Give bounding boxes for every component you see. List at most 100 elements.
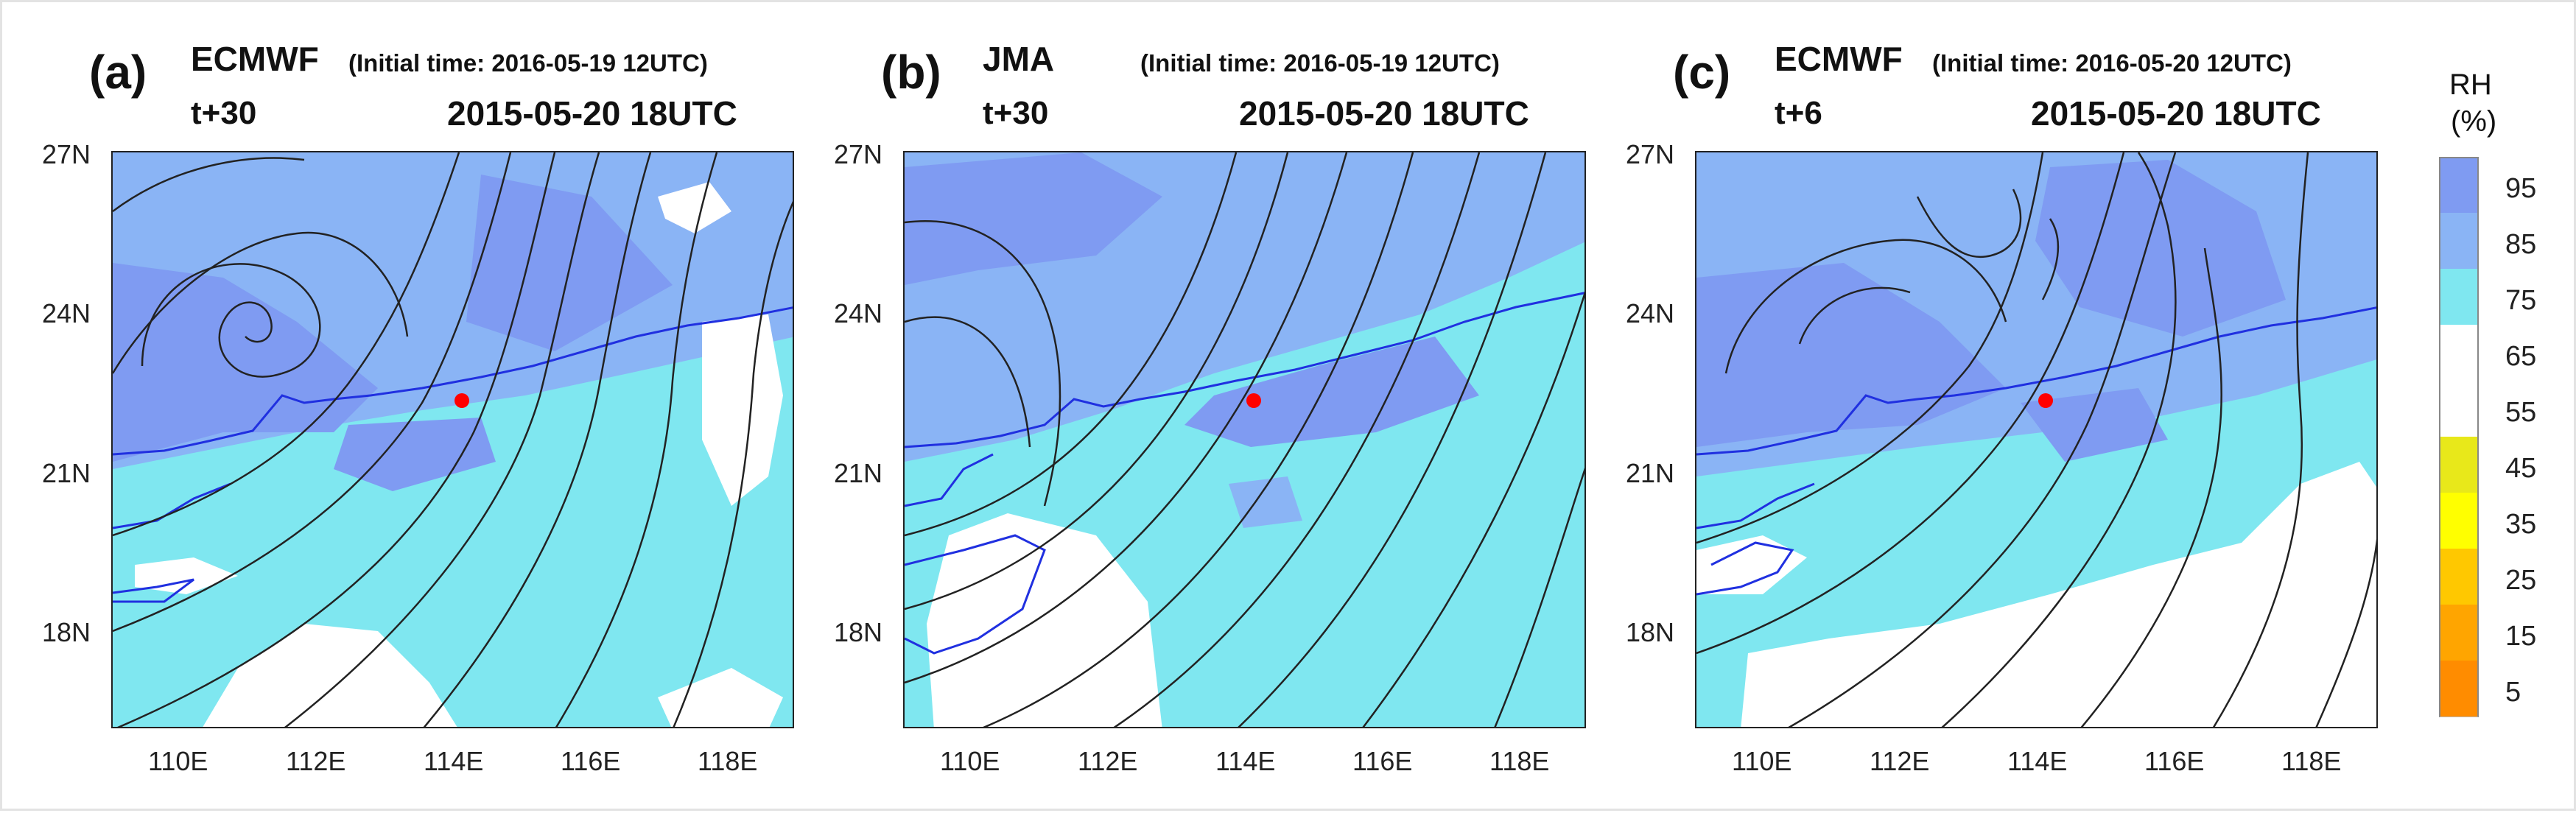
streamline bbox=[1696, 152, 2125, 655]
streamline bbox=[905, 152, 1238, 537]
streamline bbox=[555, 152, 718, 727]
panel-label: (c) bbox=[1673, 46, 1731, 99]
streamline bbox=[423, 152, 652, 727]
lon-tick: 112E bbox=[1078, 746, 1138, 776]
lon-tick: 110E bbox=[148, 746, 208, 776]
lat-tick: 27N bbox=[42, 139, 91, 169]
valid-time: 2015-05-20 18UTC bbox=[2031, 94, 2321, 133]
streamline bbox=[1724, 239, 2007, 374]
rh-95-region bbox=[113, 263, 378, 462]
legend-level-label: 45 bbox=[2505, 453, 2537, 484]
rh-low-region bbox=[1741, 462, 2376, 727]
legend-level-label: 65 bbox=[2505, 341, 2537, 372]
initial-time: (Initial time: 2016-05-20 12UTC) bbox=[1932, 49, 2292, 77]
lon-tick: 110E bbox=[940, 746, 1000, 776]
lon-tick: 114E bbox=[2007, 746, 2068, 776]
coastline bbox=[905, 534, 1046, 655]
lon-tick: 114E bbox=[424, 746, 484, 776]
panel-label: (b) bbox=[881, 46, 941, 99]
lon-tick: 118E bbox=[2281, 746, 2342, 776]
legend-color-cell bbox=[2439, 605, 2479, 661]
legend-color-cell bbox=[2439, 213, 2479, 270]
lat-tick: 21N bbox=[1626, 458, 1675, 488]
legend-color-cell bbox=[2439, 157, 2479, 215]
coastline bbox=[113, 578, 194, 603]
lat-tick: 18N bbox=[834, 617, 883, 647]
model-name: ECMWF bbox=[191, 40, 319, 78]
lat-tick: 24N bbox=[834, 298, 883, 328]
initial-time: (Initial time: 2016-05-19 12UTC) bbox=[1140, 49, 1500, 77]
rh-95-region bbox=[905, 152, 1162, 285]
streamline bbox=[113, 157, 305, 213]
rh-95-region bbox=[2021, 388, 2168, 462]
rh-95-region bbox=[334, 418, 496, 491]
legend-color-cell bbox=[2439, 493, 2479, 549]
streamline bbox=[1798, 286, 1911, 345]
legend-color-cell bbox=[2439, 381, 2479, 437]
lon-tick: 116E bbox=[2144, 746, 2205, 776]
streamline bbox=[983, 152, 1414, 727]
streamline bbox=[1916, 189, 2022, 258]
lead-time: t+30 bbox=[983, 95, 1049, 131]
streamline bbox=[905, 220, 1061, 507]
lon-tick: 116E bbox=[561, 746, 621, 776]
lon-tick: 110E bbox=[1732, 746, 1792, 776]
coastline bbox=[113, 306, 793, 456]
lon-tick: 114E bbox=[1215, 746, 1276, 776]
streamline bbox=[113, 152, 460, 537]
streamline bbox=[2315, 538, 2376, 727]
lat-tick: 24N bbox=[1626, 298, 1675, 328]
lon-tick: 118E bbox=[1489, 746, 1550, 776]
legend-level-label: 25 bbox=[2505, 565, 2537, 596]
lon-tick: 112E bbox=[1870, 746, 1930, 776]
lead-time: t+30 bbox=[191, 95, 257, 131]
lat-tick: 24N bbox=[42, 298, 91, 328]
streamline bbox=[2041, 218, 2060, 300]
legend-level-label: 85 bbox=[2505, 229, 2537, 260]
coastline bbox=[113, 482, 231, 529]
coastline bbox=[905, 453, 994, 507]
legend-level-label: 75 bbox=[2505, 285, 2537, 316]
panel-c: (c) ECMWF (Initial time: 2016-05-20 12UT… bbox=[1586, 2, 2378, 813]
rh-low-region bbox=[658, 182, 731, 233]
coastline bbox=[1696, 306, 2376, 456]
lat-tick: 21N bbox=[42, 458, 91, 488]
rh-low-region bbox=[702, 314, 783, 506]
streamline bbox=[284, 152, 600, 727]
rh-low-region bbox=[658, 668, 783, 727]
streamline bbox=[673, 201, 793, 727]
rh-low-region bbox=[1696, 535, 1807, 594]
streamline bbox=[113, 152, 512, 633]
rh-95-region bbox=[2035, 160, 2286, 337]
station-marker-icon bbox=[1246, 393, 1261, 408]
rh-95-region bbox=[1696, 263, 2006, 447]
streamline bbox=[113, 231, 409, 374]
legend-color-cell bbox=[2439, 549, 2479, 605]
legend-color-cell bbox=[2439, 661, 2479, 717]
legend-unit: (%) bbox=[2451, 105, 2497, 138]
rh-legend: RH (%) 95 85 75 65 55 45 35 25 15 5 bbox=[2418, 61, 2566, 739]
panel-a: (a) ECMWF (Initial time: 2016-05-19 12UT… bbox=[2, 2, 794, 813]
valid-time: 2015-05-20 18UTC bbox=[1239, 94, 1529, 133]
legend-color-cell bbox=[2439, 325, 2479, 381]
panel-label: (a) bbox=[89, 46, 147, 99]
legend-level-label: 95 bbox=[2505, 173, 2537, 204]
streamline bbox=[905, 152, 1348, 684]
legend-color-cell bbox=[2439, 269, 2479, 325]
streamline bbox=[905, 152, 1289, 610]
lat-tick: 18N bbox=[1626, 617, 1675, 647]
station-marker-icon bbox=[455, 393, 469, 408]
lead-time: t+6 bbox=[1775, 95, 1822, 131]
panel-b: (b) JMA (Initial time: 2016-05-19 12UTC)… bbox=[794, 2, 1586, 813]
rh-95-region bbox=[1185, 337, 1479, 447]
streamline bbox=[117, 152, 556, 727]
valid-time: 2015-05-20 18UTC bbox=[447, 94, 737, 133]
streamline bbox=[1113, 152, 1481, 727]
lat-tick: 18N bbox=[42, 617, 91, 647]
streamline bbox=[1696, 152, 2044, 544]
streamline bbox=[1238, 152, 1547, 727]
lon-tick: 116E bbox=[1352, 746, 1413, 776]
initial-time: (Initial time: 2016-05-19 12UTC) bbox=[348, 49, 708, 77]
streamline bbox=[1362, 291, 1584, 727]
